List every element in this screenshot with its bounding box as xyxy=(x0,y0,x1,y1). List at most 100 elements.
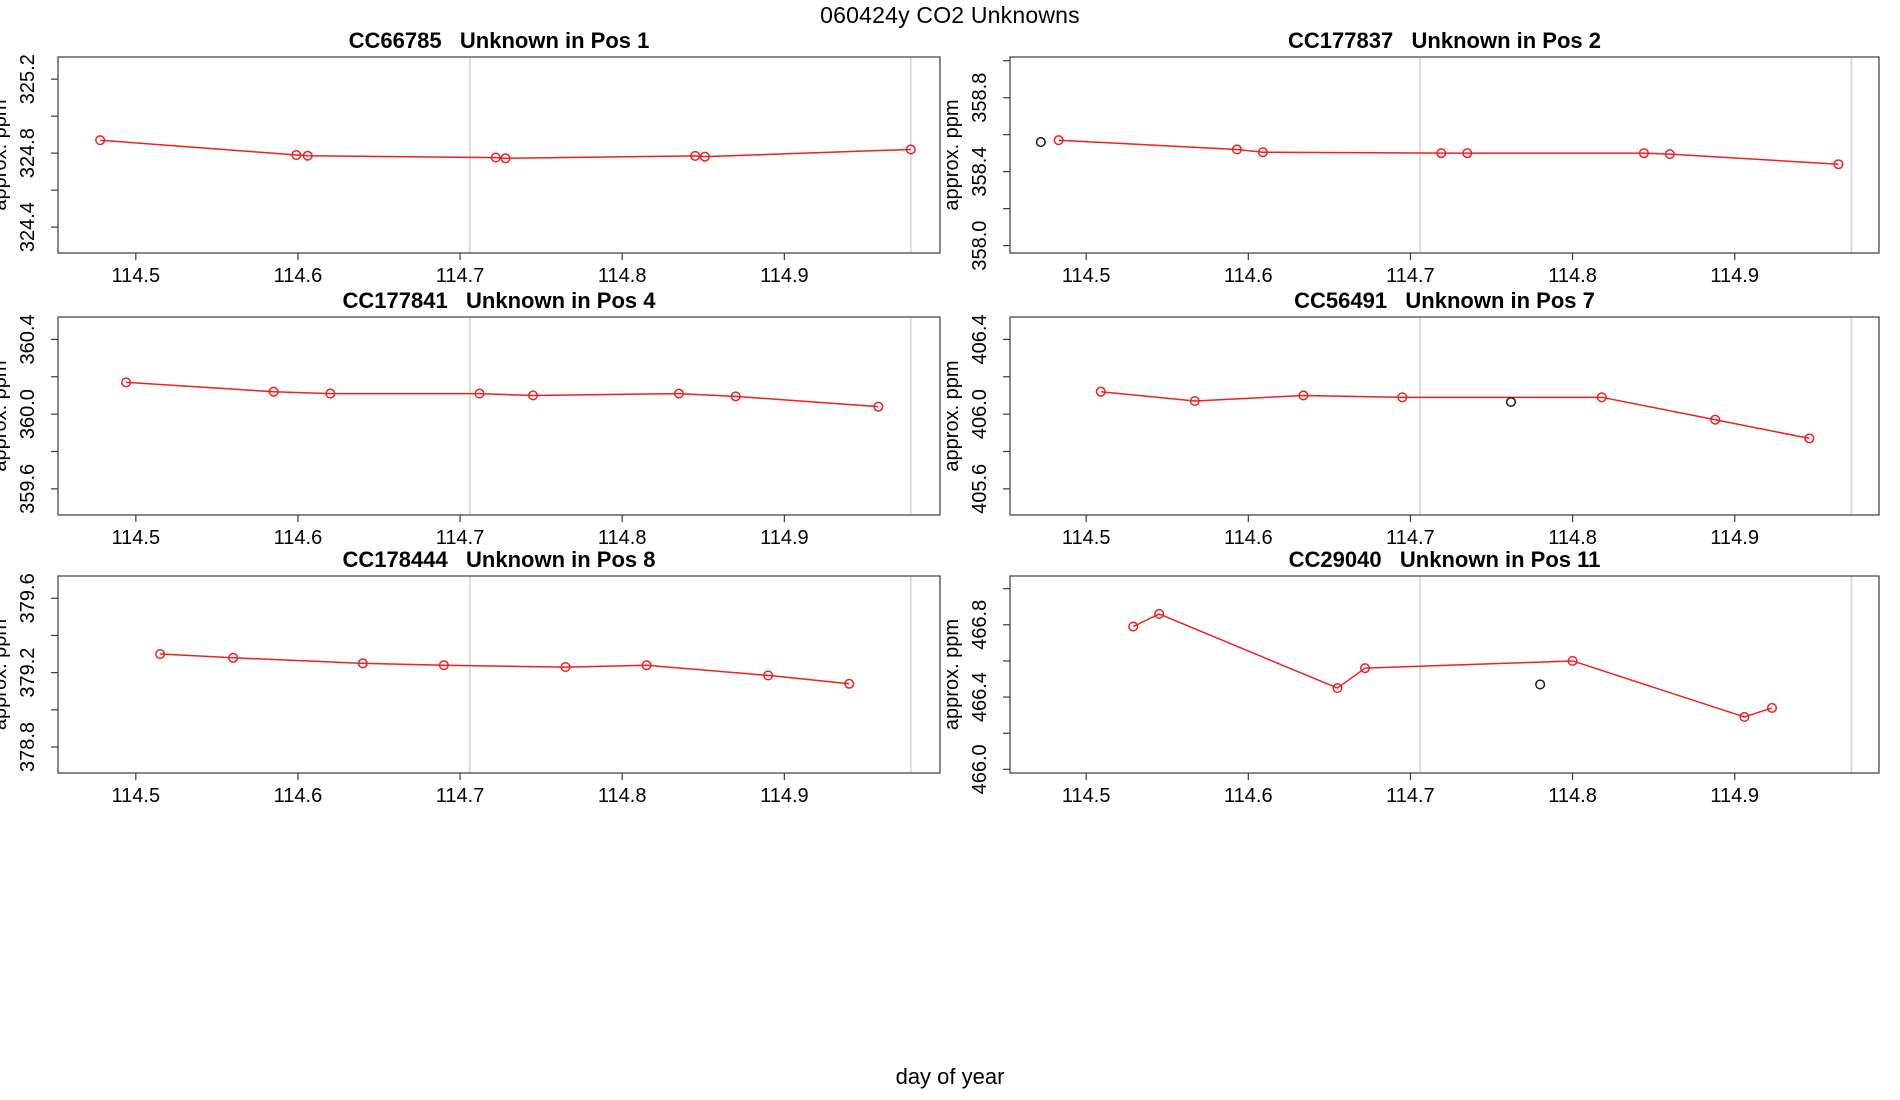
x-tick-label: 114.5 xyxy=(1062,785,1111,807)
data-point xyxy=(763,670,774,681)
x-tick-label: 114.7 xyxy=(436,527,485,549)
y-tick-label: 466.4 xyxy=(969,672,991,722)
data-point xyxy=(527,390,539,401)
data-point xyxy=(228,652,239,663)
x-tick-label: 114.6 xyxy=(274,785,323,807)
x-tick-label: 114.8 xyxy=(1548,265,1597,287)
x-tick-label: 114.5 xyxy=(112,785,161,807)
data-point xyxy=(302,150,313,161)
y-axis-label: approx. ppm xyxy=(0,99,11,210)
data-point xyxy=(1766,702,1778,713)
panel-CC56491: 114.5 114.6 114.7 114.8 114.9 405.6 406.0 406.4… xyxy=(941,288,1880,549)
data-point xyxy=(268,386,279,397)
y-axis-label: approx. ppm xyxy=(0,360,11,471)
x-tick-label: 114.6 xyxy=(274,265,323,287)
x-tick-label: 114.8 xyxy=(1548,527,1597,549)
x-tick-label: 114.8 xyxy=(598,785,647,807)
panel-title: CC178444 Unknown in Pos 8 xyxy=(343,547,656,572)
y-axis-label: approx. ppm xyxy=(0,619,11,730)
x-tick-label: 114.9 xyxy=(1710,785,1759,807)
panel-title: CC29040 Unknown in Pos 11 xyxy=(1289,547,1601,572)
data-point xyxy=(873,401,884,412)
y-tick-label: 325.2 xyxy=(17,54,39,104)
panel-CC178444: 114.5 114.6 114.7 114.8 114.9 378.8 379.2 379.6… xyxy=(0,547,941,807)
data-point xyxy=(1567,655,1578,666)
data-point xyxy=(673,388,685,399)
x-tick-label: 114.7 xyxy=(1386,785,1435,807)
x-tick-label: 114.9 xyxy=(1710,527,1759,549)
y-tick-label: 405.6 xyxy=(969,464,991,514)
data-point xyxy=(699,151,710,162)
outlier-point xyxy=(1035,137,1046,148)
data-point xyxy=(730,391,741,402)
data-point xyxy=(121,377,132,388)
x-tick-label: 114.6 xyxy=(274,527,323,549)
x-tick-label: 114.9 xyxy=(1710,265,1759,287)
data-point xyxy=(490,152,501,163)
main-title: 060424y CO2 Unknowns xyxy=(820,2,1080,28)
x-tick-label: 114.7 xyxy=(1386,527,1435,549)
data-point xyxy=(95,135,106,146)
data-point xyxy=(1397,392,1408,403)
y-tick-label: 358.4 xyxy=(969,147,991,197)
y-tick-label: 466.0 xyxy=(969,744,991,794)
plot-box xyxy=(1009,316,1880,516)
data-point xyxy=(325,388,336,399)
y-tick-label: 406.0 xyxy=(969,389,991,439)
outlier-point xyxy=(1505,396,1517,408)
x-tick-label: 114.7 xyxy=(436,265,485,287)
x-tick-label: 114.7 xyxy=(1386,265,1435,287)
plot-box xyxy=(1009,575,1880,774)
y-tick-label: 379.6 xyxy=(17,573,39,623)
plot-box xyxy=(57,575,941,774)
series-line xyxy=(160,653,850,685)
panel-title: CC177837 Unknown in Pos 2 xyxy=(1288,28,1601,53)
y-tick-label: 406.4 xyxy=(969,314,991,364)
data-point xyxy=(1664,149,1675,160)
x-tick-label: 114.9 xyxy=(760,785,809,807)
x-tick-label: 114.5 xyxy=(1062,265,1111,287)
y-tick-label: 359.6 xyxy=(17,464,39,514)
y-tick-label: 324.8 xyxy=(17,128,39,178)
data-point xyxy=(1462,148,1473,159)
data-point xyxy=(1596,392,1607,403)
y-tick-label: 466.8 xyxy=(969,600,991,650)
x-tick-label: 114.6 xyxy=(1224,527,1273,549)
x-tick-label: 114.5 xyxy=(1062,527,1111,549)
panel-CC177841: 114.5 114.6 114.7 114.8 114.9 359.6 360.0 360.4… xyxy=(0,288,941,549)
outlier-point xyxy=(1535,679,1546,690)
data-point xyxy=(690,150,701,161)
data-point xyxy=(1053,135,1064,146)
data-point xyxy=(1739,711,1750,723)
data-point xyxy=(291,149,302,161)
y-tick-label: 358.8 xyxy=(969,73,991,123)
data-point xyxy=(357,658,368,669)
data-point xyxy=(1298,390,1309,401)
data-point xyxy=(1189,396,1200,407)
data-point xyxy=(474,388,485,399)
y-tick-label: 360.0 xyxy=(17,389,39,439)
y-tick-label: 379.2 xyxy=(17,648,39,698)
panel-CC177837: 114.5 114.6 114.7 114.8 114.9 358.0 358.4 358.8… xyxy=(941,28,1880,287)
x-tick-label: 114.9 xyxy=(760,265,809,287)
y-axis-label: approx. ppm xyxy=(941,360,963,471)
x-tick-label: 114.5 xyxy=(112,527,161,549)
y-tick-label: 358.0 xyxy=(969,221,991,271)
y-tick-label: 378.8 xyxy=(17,722,39,772)
data-point xyxy=(1638,148,1649,159)
series-line xyxy=(1058,139,1839,165)
data-point xyxy=(905,144,916,155)
panel-title: CC56491 Unknown in Pos 7 xyxy=(1294,288,1595,313)
x-tick-label: 114.8 xyxy=(598,265,647,287)
data-point xyxy=(1332,683,1343,694)
data-point xyxy=(1360,663,1371,674)
plot-box xyxy=(1009,56,1880,254)
plot-box xyxy=(57,56,941,254)
y-tick-label: 360.4 xyxy=(17,314,39,364)
data-point xyxy=(560,662,571,673)
data-point xyxy=(438,660,449,671)
plot-box xyxy=(57,316,941,516)
data-point xyxy=(500,153,511,164)
data-point xyxy=(1095,386,1106,397)
